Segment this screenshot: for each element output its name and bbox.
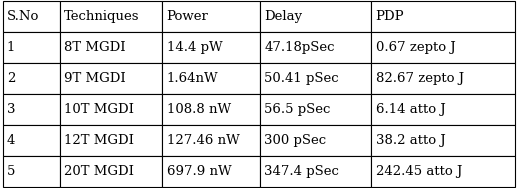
Text: 108.8 nW: 108.8 nW bbox=[166, 103, 231, 116]
Bar bbox=[371, 32, 515, 63]
Text: S.No: S.No bbox=[7, 10, 39, 23]
Text: 0.67 zepto J: 0.67 zepto J bbox=[376, 41, 455, 54]
Bar bbox=[260, 1, 371, 32]
Bar bbox=[260, 125, 371, 156]
Bar bbox=[371, 156, 515, 187]
Text: 3: 3 bbox=[7, 103, 15, 116]
Bar bbox=[162, 1, 260, 32]
Bar bbox=[260, 94, 371, 125]
Text: PDP: PDP bbox=[376, 10, 404, 23]
Bar bbox=[3, 156, 60, 187]
Bar bbox=[60, 63, 162, 94]
Bar bbox=[60, 125, 162, 156]
Bar bbox=[162, 63, 260, 94]
Bar bbox=[3, 1, 60, 32]
Text: 2: 2 bbox=[7, 72, 15, 85]
Text: 127.46 nW: 127.46 nW bbox=[166, 134, 239, 147]
Text: 38.2 atto J: 38.2 atto J bbox=[376, 134, 445, 147]
Text: 6.14 atto J: 6.14 atto J bbox=[376, 103, 445, 116]
Text: 10T MGDI: 10T MGDI bbox=[64, 103, 134, 116]
Bar bbox=[162, 32, 260, 63]
Text: 47.18pSec: 47.18pSec bbox=[264, 41, 335, 54]
Text: 56.5 pSec: 56.5 pSec bbox=[264, 103, 330, 116]
Text: 12T MGDI: 12T MGDI bbox=[64, 134, 134, 147]
Text: 14.4 pW: 14.4 pW bbox=[166, 41, 222, 54]
Bar bbox=[3, 32, 60, 63]
Bar bbox=[371, 125, 515, 156]
Bar bbox=[60, 1, 162, 32]
Bar bbox=[3, 125, 60, 156]
Text: Power: Power bbox=[166, 10, 208, 23]
Text: 697.9 nW: 697.9 nW bbox=[166, 165, 231, 178]
Bar bbox=[3, 94, 60, 125]
Bar bbox=[371, 63, 515, 94]
Bar bbox=[162, 125, 260, 156]
Bar bbox=[371, 94, 515, 125]
Bar bbox=[260, 63, 371, 94]
Bar bbox=[371, 1, 515, 32]
Text: Delay: Delay bbox=[264, 10, 302, 23]
Bar bbox=[162, 94, 260, 125]
Bar bbox=[60, 94, 162, 125]
Text: 242.45 atto J: 242.45 atto J bbox=[376, 165, 462, 178]
Text: 300 pSec: 300 pSec bbox=[264, 134, 326, 147]
Text: Techniques: Techniques bbox=[64, 10, 140, 23]
Text: 4: 4 bbox=[7, 134, 15, 147]
Text: 82.67 zepto J: 82.67 zepto J bbox=[376, 72, 464, 85]
Bar bbox=[60, 32, 162, 63]
Bar bbox=[3, 63, 60, 94]
Text: 5: 5 bbox=[7, 165, 15, 178]
Bar bbox=[60, 156, 162, 187]
Bar bbox=[162, 156, 260, 187]
Text: 20T MGDI: 20T MGDI bbox=[64, 165, 134, 178]
Text: 1.64nW: 1.64nW bbox=[166, 72, 218, 85]
Text: 50.41 pSec: 50.41 pSec bbox=[264, 72, 339, 85]
Text: 8T MGDI: 8T MGDI bbox=[64, 41, 126, 54]
Text: 347.4 pSec: 347.4 pSec bbox=[264, 165, 339, 178]
Bar bbox=[260, 32, 371, 63]
Bar bbox=[260, 156, 371, 187]
Text: 1: 1 bbox=[7, 41, 15, 54]
Text: 9T MGDI: 9T MGDI bbox=[64, 72, 126, 85]
